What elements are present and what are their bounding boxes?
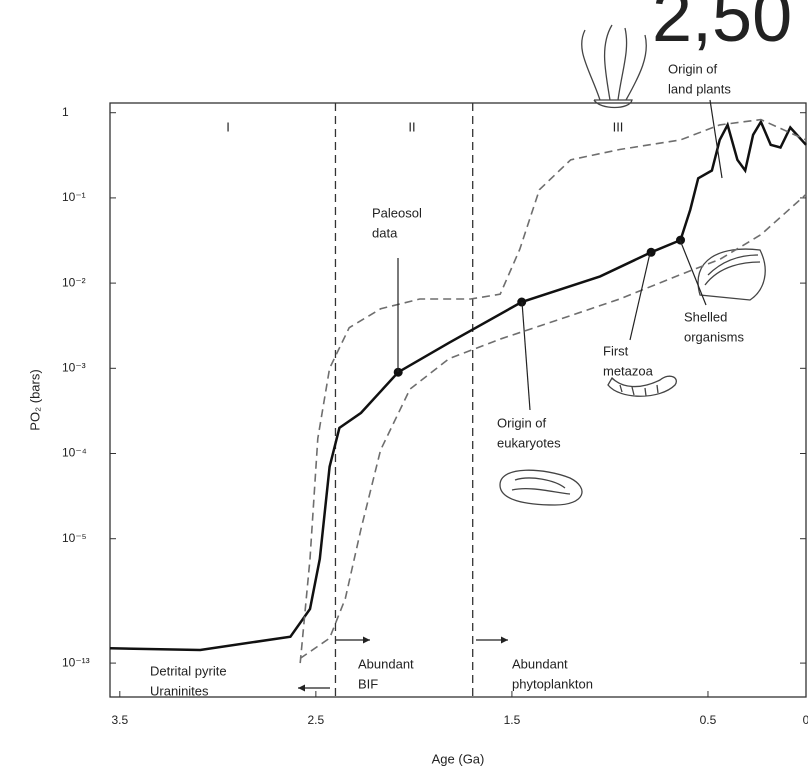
bottom-note: Abundant [512, 656, 568, 671]
x-tick-label: 2.5 [308, 713, 325, 727]
annotation: metazoa [603, 363, 654, 378]
chart: 2,50 Age (Ga) PO₂ (bars) 1 10⁻¹ 10⁻² 10⁻³ 10… [0, 0, 808, 774]
y-tick-label: 10⁻² [62, 275, 86, 289]
data-point [647, 248, 656, 257]
annotation: eukaryotes [497, 435, 561, 450]
bottom-note: Abundant [358, 656, 414, 671]
annotation: Paleosol [372, 205, 422, 220]
y-axis-label: PO₂ (bars) [27, 369, 42, 430]
y-tick-label: 10⁻¹ [62, 190, 86, 204]
x-tick-label: 0.5 [700, 713, 717, 727]
y-tick-label: 10⁻¹³ [62, 655, 90, 669]
bottom-note: phytoplankton [512, 676, 593, 691]
x-tick-label: 1.5 [504, 713, 521, 727]
region-label: I [226, 119, 230, 134]
bottom-note: BIF [358, 676, 378, 691]
y-tick-label: 1 [62, 105, 69, 119]
chart-title: 2,50 [652, 0, 792, 57]
annotation: Origin of [497, 415, 547, 430]
x-tick-label: 3.5 [111, 713, 128, 727]
annotation: data [372, 225, 398, 240]
y-tick-label: 10⁻⁴ [62, 446, 87, 460]
x-axis-label: Age (Ga) [432, 751, 485, 766]
region-label: II [408, 119, 415, 134]
bottom-note: Uraninites [150, 683, 209, 698]
y-tick-label: 10⁻⁵ [62, 531, 87, 545]
bottom-note: Detrital pyrite [150, 663, 227, 678]
annotation: Origin of [668, 61, 718, 76]
annotation: First [603, 343, 629, 358]
x-tick-label: 0 [803, 713, 808, 727]
annotation: land plants [668, 81, 731, 96]
region-label: III [613, 119, 624, 134]
annotation: Shelled [684, 309, 727, 324]
y-tick-label: 10⁻³ [62, 360, 86, 374]
annotation: organisms [684, 329, 744, 344]
